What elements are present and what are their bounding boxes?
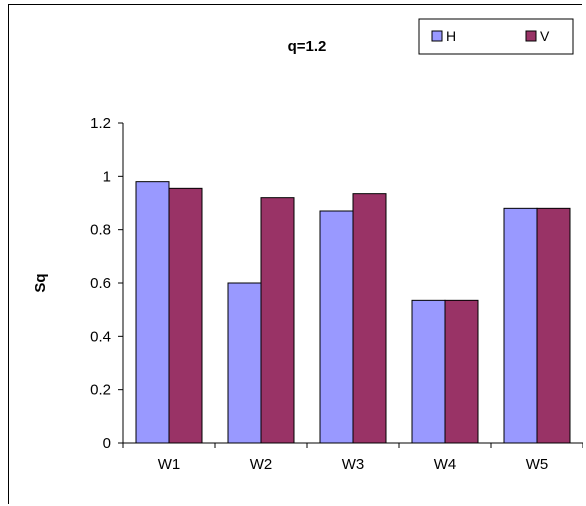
bar-h-w3	[319, 210, 354, 444]
y-tick-label: 0.4	[90, 328, 111, 345]
bar-h-w1	[135, 181, 170, 444]
bar-h-w5	[503, 207, 538, 444]
x-tick-label: W4	[434, 456, 457, 473]
bar-h-w2	[227, 282, 262, 444]
bar-v-w3	[352, 193, 387, 444]
legend-swatch-v	[525, 30, 537, 42]
legend-swatch-h	[431, 30, 443, 42]
y-tick-label: 0.8	[90, 222, 111, 239]
x-tick-label: W5	[526, 456, 549, 473]
bar-v-w2	[260, 197, 295, 444]
y-tick-label: 0	[103, 435, 111, 452]
bar-chart: q=1.2 H V Sq 0 0.2 0.4 0.6 0.8 1 1.2 W1 W2 W3 W4 W5	[32, 18, 583, 473]
y-tick-label: 0.6	[90, 275, 111, 292]
bar-h-w4	[411, 299, 446, 444]
bar-v-w4	[444, 299, 479, 444]
legend: H V	[418, 18, 574, 55]
legend-box	[418, 18, 574, 55]
x-tick-label: W1	[158, 456, 181, 473]
x-tick-label: W2	[250, 456, 273, 473]
x-tick-label: W3	[342, 456, 365, 473]
y-axis-label: Sq	[32, 273, 49, 292]
chart-frame: q=1.2 H V Sq 0 0.2 0.4 0.6 0.8 1 1.2 W1 W2 W3 W4 W5	[8, 4, 583, 504]
legend-label-h: H	[446, 28, 456, 44]
plot-area: 0 0.2 0.4 0.6 0.8 1 1.2 W1 W2 W3 W4 W5	[90, 115, 583, 473]
legend-label-v: V	[540, 28, 550, 44]
y-tick-label: 1.2	[90, 115, 111, 132]
y-tick-label: 1	[103, 168, 111, 185]
bar-v-w5	[536, 207, 571, 444]
chart-title: q=1.2	[288, 38, 327, 55]
bar-v-w1	[168, 187, 203, 444]
y-tick-label: 0.2	[90, 382, 111, 399]
